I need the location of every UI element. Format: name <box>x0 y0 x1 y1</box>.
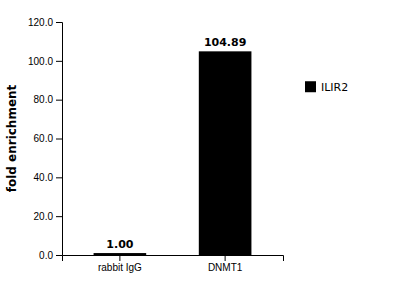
y-tick-mark <box>56 100 62 101</box>
data-label: 1.00 <box>106 238 133 251</box>
data-label: 104.89 <box>204 36 246 49</box>
y-axis-line <box>56 23 63 256</box>
y-tick-label: 0.0 <box>39 250 53 261</box>
data-labels: 1.00 104.89 <box>106 36 246 251</box>
y-tick-label: 120.0 <box>28 17 53 28</box>
y-tick: 20.0 <box>34 211 62 222</box>
y-tick-mark <box>56 139 62 140</box>
x-tick-mark <box>119 255 120 261</box>
x-axis: rabbit IgG DNMT1 <box>63 255 284 273</box>
y-tick-label: 40.0 <box>34 172 54 183</box>
legend: ILIR2 <box>305 81 348 94</box>
bar <box>199 51 252 255</box>
x-tick: DNMT1 <box>208 255 243 273</box>
legend-swatch <box>305 81 316 92</box>
plot-area: 0.0 20.0 40.0 60.0 80.0 100.0 120.0 rabbit IgG D… <box>28 17 284 273</box>
x-tick-mark <box>225 255 226 261</box>
y-tick: 60.0 <box>34 133 62 144</box>
y-tick-mark <box>56 177 62 178</box>
y-tick-label: 60.0 <box>34 133 54 144</box>
y-tick: 40.0 <box>34 172 62 183</box>
y-tick: 0.0 <box>39 250 62 261</box>
y-tick-label: 100.0 <box>28 56 53 67</box>
y-tick-mark <box>56 61 62 62</box>
x-tick-label: DNMT1 <box>208 262 243 273</box>
bar <box>94 253 147 255</box>
bars <box>94 51 252 255</box>
y-axis: 0.0 20.0 40.0 60.0 80.0 100.0 120.0 <box>28 17 63 261</box>
y-axis-title: fold enrichment <box>5 84 19 192</box>
y-tick: 100.0 <box>28 56 62 67</box>
legend-item: ILIR2 <box>305 81 348 94</box>
y-tick-label: 20.0 <box>34 211 54 222</box>
y-tick: 80.0 <box>34 94 62 105</box>
y-tick-mark <box>56 22 62 23</box>
x-axis-line <box>63 256 284 262</box>
y-tick-mark <box>56 216 62 217</box>
y-tick-label: 80.0 <box>34 94 54 105</box>
chart: 0.0 20.0 40.0 60.0 80.0 100.0 120.0 rabbit IgG D… <box>0 0 393 289</box>
y-tick: 120.0 <box>28 17 62 28</box>
x-tick: rabbit IgG <box>98 255 142 273</box>
legend-label: ILIR2 <box>321 81 348 94</box>
y-tick-mark <box>56 255 62 256</box>
x-tick-label: rabbit IgG <box>98 262 142 273</box>
